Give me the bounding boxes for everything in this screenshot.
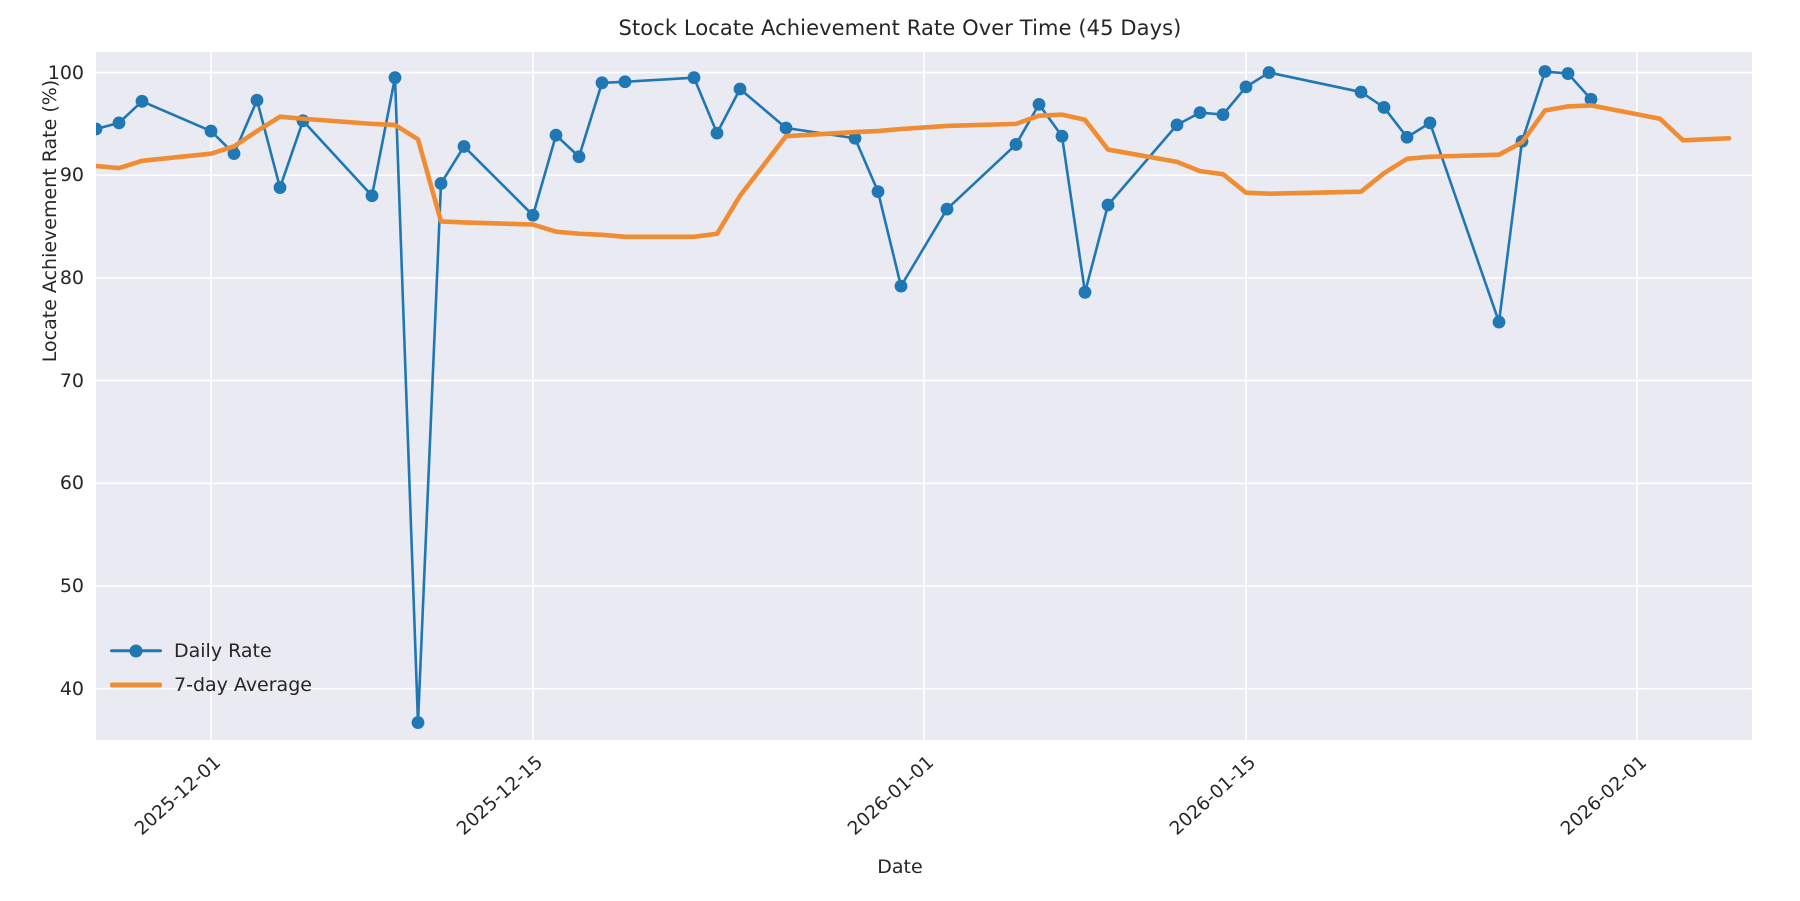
data-point-marker: [96, 122, 103, 136]
y-tick-label: 80: [59, 266, 84, 289]
x-tick-label: 2026-01-01: [844, 752, 939, 840]
data-point-marker: [1193, 106, 1207, 119]
y-tick-label: 70: [59, 369, 84, 392]
x-tick-label: 2025-12-01: [131, 752, 226, 840]
data-point-marker: [1262, 66, 1276, 79]
data-point-marker: [227, 147, 241, 161]
data-point-marker: [871, 185, 885, 199]
legend-swatch-icon: [110, 675, 162, 695]
data-point-marker: [848, 131, 862, 145]
data-point-marker: [710, 126, 724, 140]
data-point-marker: [1216, 108, 1230, 122]
data-point-marker: [526, 208, 540, 222]
data-point-marker: [273, 181, 287, 194]
y-tick-label: 90: [59, 164, 84, 187]
data-point-marker: [1009, 138, 1023, 151]
legend-item-1[interactable]: Daily Rate: [110, 634, 312, 668]
data-point-marker: [1055, 129, 1069, 143]
x-tick-label: 2026-02-01: [1557, 752, 1652, 840]
data-point-marker: [388, 71, 402, 85]
legend-swatch-icon: [110, 641, 162, 661]
data-point-marker: [411, 716, 425, 729]
series-line-2: [96, 103, 1732, 240]
x-axis-label: Date: [877, 856, 923, 878]
data-point-marker: [1423, 116, 1437, 130]
y-tick-label: 60: [59, 472, 84, 495]
legend-item-2[interactable]: 7-day Average: [110, 668, 312, 702]
legend: Daily Rate 7-day Average: [104, 632, 318, 704]
data-point-marker: [365, 189, 379, 203]
legend-label: Daily Rate: [174, 640, 272, 662]
data-point-marker: [135, 94, 149, 108]
gridlines: [96, 52, 1752, 740]
data-point-marker: [572, 150, 586, 164]
data-point-marker: [779, 121, 793, 135]
data-point-marker: [1078, 285, 1092, 299]
data-point-marker: [1561, 67, 1575, 80]
y-tick-label: 40: [59, 677, 84, 700]
data-point-marker: [1032, 97, 1046, 111]
y-tick-label: 100: [47, 61, 84, 84]
plot-svg: [96, 52, 1752, 740]
series-line-1: [96, 70, 1593, 724]
data-point-marker: [894, 279, 908, 293]
data-point-marker: [204, 124, 218, 138]
data-point-marker: [1400, 130, 1414, 144]
x-tick-label: 2025-12-15: [453, 752, 548, 840]
data-point-marker: [250, 93, 264, 107]
legend-label: 7-day Average: [174, 674, 312, 696]
y-axis-label: Locate Achievement Rate (%): [39, 79, 61, 363]
data-point-marker: [1170, 118, 1184, 132]
data-point-marker: [595, 76, 609, 90]
data-point-marker: [1584, 92, 1598, 106]
data-point-marker: [1239, 80, 1253, 94]
plot-area: [96, 52, 1752, 740]
data-point-marker: [1377, 101, 1391, 114]
series-layer: [96, 65, 1732, 729]
data-point-marker: [733, 82, 747, 96]
data-point-marker: [618, 75, 632, 89]
data-point-marker: [1101, 198, 1115, 212]
data-point-marker: [549, 128, 563, 142]
data-point-marker: [1538, 65, 1552, 78]
data-point-marker: [940, 202, 954, 216]
y-tick-label: 50: [59, 574, 84, 597]
data-point-marker: [1492, 315, 1506, 329]
legend-marker-icon: [129, 644, 143, 658]
data-point-marker: [457, 140, 471, 153]
x-tick-label: 2026-01-15: [1166, 752, 1261, 840]
data-point-marker: [112, 116, 126, 130]
data-point-marker: [1354, 85, 1368, 99]
legend-line-icon: [110, 682, 162, 688]
page-title: Stock Locate Achievement Rate Over Time …: [618, 16, 1182, 40]
data-point-marker: [687, 71, 701, 85]
data-point-marker: [434, 177, 448, 190]
